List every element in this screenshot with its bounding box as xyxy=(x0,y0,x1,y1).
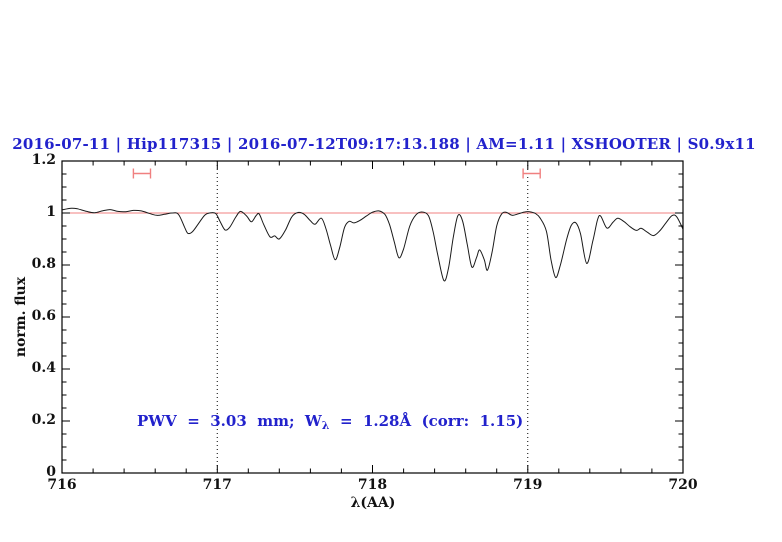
x-tick-label: 720 xyxy=(668,477,698,493)
x-axis-label: λ(AA) xyxy=(350,495,396,511)
plot-frame xyxy=(61,160,684,474)
y-tick-label: 0.2 xyxy=(31,412,56,428)
y-tick-label: 0.6 xyxy=(31,308,56,324)
spectrum-curve xyxy=(61,207,684,282)
y-tick-label: 0 xyxy=(46,464,56,480)
y-axis-label: norm. flux xyxy=(13,276,29,358)
telluric-band-marker-2 xyxy=(522,168,541,179)
x-tick-label: 717 xyxy=(202,477,232,493)
x-tick-label: 716 xyxy=(47,477,77,493)
x-tick-label: 719 xyxy=(513,477,543,493)
pwv-annotation-pre: PWV = 3.03 mm; W xyxy=(137,412,322,430)
pwv-annotation: PWV = 3.03 mm; Wλ = 1.28Å (corr: 1.15) xyxy=(137,412,523,432)
pwv-annotation-post: = 1.28Å (corr: 1.15) xyxy=(329,412,524,430)
telluric-band-marker-1 xyxy=(132,168,152,179)
y-tick-label: 0.4 xyxy=(31,360,56,376)
plot-title: 2016-07-11 | Hip117315 | 2016-07-12T09:1… xyxy=(12,135,756,153)
x-tick-label: 718 xyxy=(357,477,388,493)
pwv-annotation-sub: λ xyxy=(321,419,330,432)
y-tick-label: 0.8 xyxy=(31,256,56,272)
y-tick-label: 1 xyxy=(46,204,56,220)
y-tick-label: 1.2 xyxy=(31,152,56,168)
